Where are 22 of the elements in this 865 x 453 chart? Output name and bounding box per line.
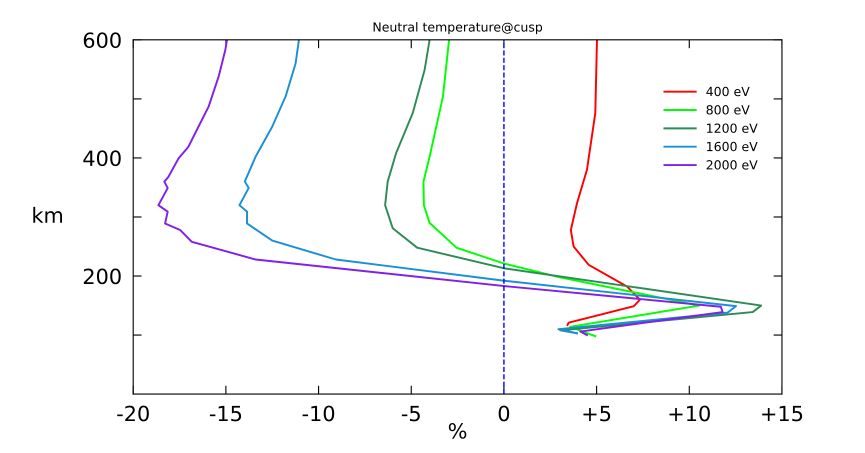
legend-label: 800 eV: [706, 105, 750, 115]
x-tick-label: +15: [762, 406, 802, 422]
x-tick-label: -10: [302, 406, 334, 422]
x-tick-label: -5: [402, 406, 420, 422]
line-series: [384, 40, 762, 334]
legend-label: 1200 eV: [707, 123, 758, 133]
x-tick-label: -20: [117, 406, 149, 422]
chart-title: Neutral temperature@cusp: [374, 22, 542, 34]
line-series: [422, 40, 700, 338]
y-axis-title: km: [33, 206, 62, 223]
x-axis-title: %: [448, 422, 466, 439]
y-tick-label: 400: [83, 150, 121, 166]
legend-label: 2000 eV: [706, 160, 758, 170]
x-tick-label: +5: [583, 406, 610, 422]
legend-label: 1600 eV: [707, 142, 758, 152]
y-tick-label: 200: [84, 268, 121, 284]
legend-label: 400 eV: [706, 86, 750, 96]
line-series: [566, 40, 641, 326]
x-tick-label: +10: [670, 406, 710, 422]
x-tick-label: 0: [498, 406, 510, 422]
x-tick-label: -15: [210, 406, 242, 422]
y-tick-label: 600: [84, 32, 121, 48]
